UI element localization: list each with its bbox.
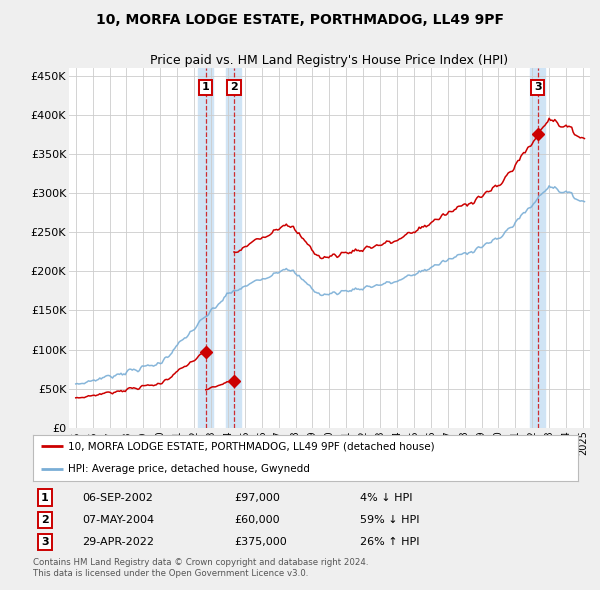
Text: 59% ↓ HPI: 59% ↓ HPI — [360, 515, 419, 525]
Text: 3: 3 — [41, 537, 49, 547]
Text: 06-SEP-2002: 06-SEP-2002 — [82, 493, 153, 503]
Text: £375,000: £375,000 — [235, 537, 287, 547]
Text: 2: 2 — [230, 83, 238, 93]
Text: This data is licensed under the Open Government Licence v3.0.: This data is licensed under the Open Gov… — [33, 569, 308, 578]
Text: 29-APR-2022: 29-APR-2022 — [82, 537, 154, 547]
Text: Contains HM Land Registry data © Crown copyright and database right 2024.: Contains HM Land Registry data © Crown c… — [33, 558, 368, 567]
Bar — [226, 68, 241, 428]
Text: 1: 1 — [202, 83, 209, 93]
Title: Price paid vs. HM Land Registry's House Price Index (HPI): Price paid vs. HM Land Registry's House … — [151, 54, 508, 67]
Text: 4% ↓ HPI: 4% ↓ HPI — [360, 493, 412, 503]
Text: 1: 1 — [41, 493, 49, 503]
Text: HPI: Average price, detached house, Gwynedd: HPI: Average price, detached house, Gwyn… — [68, 464, 310, 474]
Text: 26% ↑ HPI: 26% ↑ HPI — [360, 537, 419, 547]
Bar — [198, 68, 213, 428]
Text: £97,000: £97,000 — [235, 493, 280, 503]
Text: £60,000: £60,000 — [235, 515, 280, 525]
Text: 07-MAY-2004: 07-MAY-2004 — [82, 515, 154, 525]
Text: 3: 3 — [534, 83, 542, 93]
Text: 2: 2 — [41, 515, 49, 525]
Bar — [530, 68, 545, 428]
Text: 10, MORFA LODGE ESTATE, PORTHMADOG, LL49 9PF: 10, MORFA LODGE ESTATE, PORTHMADOG, LL49… — [96, 13, 504, 27]
Text: 10, MORFA LODGE ESTATE, PORTHMADOG, LL49 9PF (detached house): 10, MORFA LODGE ESTATE, PORTHMADOG, LL49… — [68, 441, 435, 451]
